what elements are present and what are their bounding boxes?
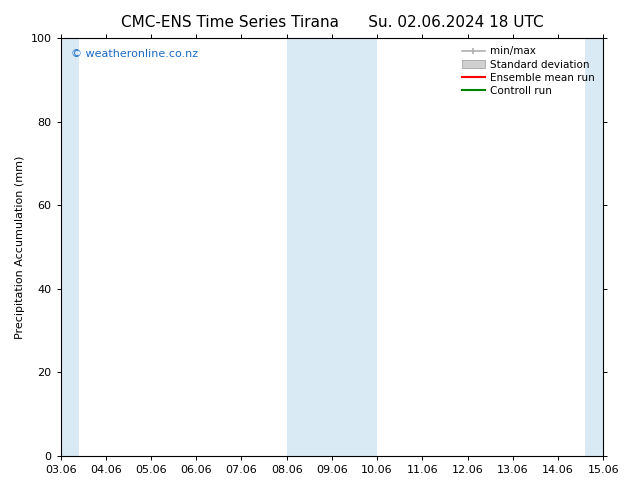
Title: CMC-ENS Time Series Tirana      Su. 02.06.2024 18 UTC: CMC-ENS Time Series Tirana Su. 02.06.202… xyxy=(120,15,543,30)
Bar xyxy=(585,38,603,456)
Legend: min/max, Standard deviation, Ensemble mean run, Controll run: min/max, Standard deviation, Ensemble me… xyxy=(458,42,599,100)
Bar xyxy=(287,38,377,456)
Y-axis label: Precipitation Accumulation (mm): Precipitation Accumulation (mm) xyxy=(15,155,25,339)
Text: © weatheronline.co.nz: © weatheronline.co.nz xyxy=(72,49,198,59)
Bar xyxy=(61,38,79,456)
